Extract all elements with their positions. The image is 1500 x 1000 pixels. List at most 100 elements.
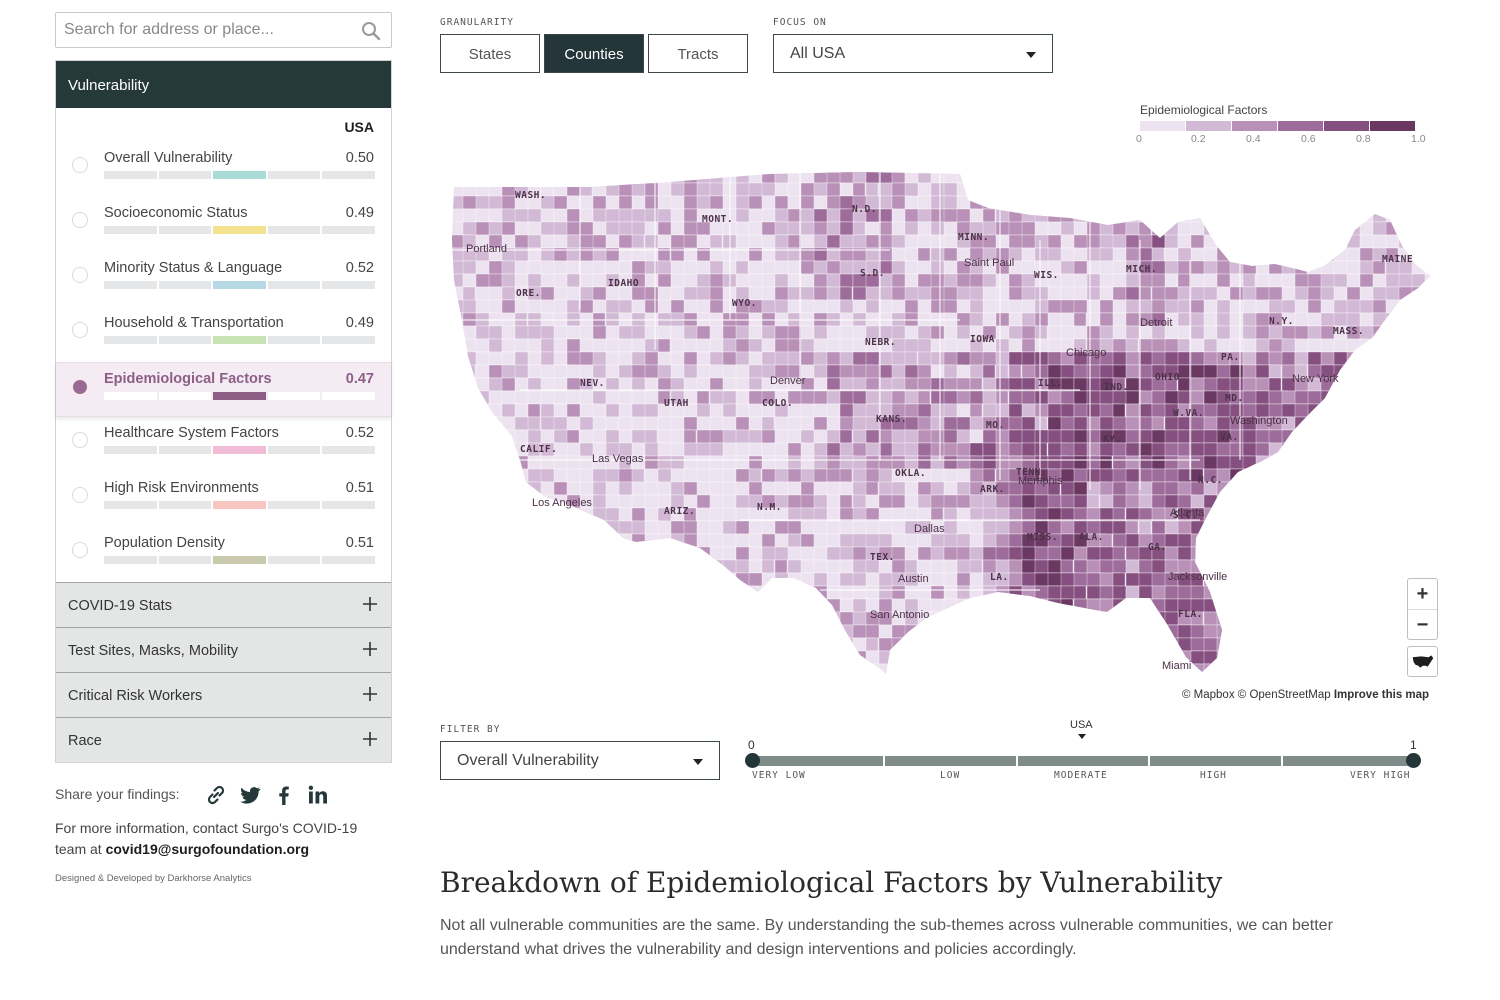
county-cell[interactable] (657, 546, 680, 561)
county-cell[interactable] (943, 637, 962, 652)
county-cell[interactable] (1333, 403, 1355, 418)
county-cell[interactable] (1034, 182, 1054, 197)
county-cell[interactable] (839, 468, 853, 483)
county-cell[interactable] (1424, 273, 1440, 288)
county-cell[interactable] (956, 377, 971, 392)
county-cell[interactable] (1255, 195, 1282, 210)
county-cell[interactable] (592, 533, 617, 548)
county-cell[interactable] (1359, 494, 1380, 509)
county-cell[interactable] (1021, 429, 1037, 444)
county-cell[interactable] (826, 429, 841, 444)
county-cell[interactable] (1151, 416, 1165, 431)
county-cell[interactable] (1021, 170, 1046, 184)
county-cell[interactable] (761, 637, 779, 652)
county-cell[interactable] (982, 624, 1001, 639)
county-cell[interactable] (1138, 611, 1161, 626)
county-cell[interactable] (1307, 546, 1326, 561)
county-cell[interactable] (1242, 585, 1258, 600)
county-cell[interactable] (1112, 650, 1129, 665)
county-cell[interactable] (1372, 390, 1386, 405)
county-cell[interactable] (553, 598, 574, 613)
county-cell[interactable] (605, 559, 624, 574)
county-cell[interactable] (1034, 195, 1060, 210)
county-cell[interactable] (970, 677, 991, 690)
county-cell[interactable] (475, 533, 502, 548)
county-cell[interactable] (1281, 442, 1300, 457)
county-cell[interactable] (865, 377, 881, 392)
county-cell[interactable] (748, 663, 765, 677)
county-cell[interactable] (1438, 196, 1440, 209)
county-cell[interactable] (553, 468, 567, 483)
county-cell[interactable] (1346, 663, 1363, 677)
county-cell[interactable] (761, 559, 775, 574)
county-cell[interactable] (709, 182, 725, 197)
county-cell[interactable] (969, 598, 994, 613)
county-cell[interactable] (1385, 338, 1411, 353)
county-cell[interactable] (553, 559, 576, 574)
county-cell[interactable] (709, 286, 726, 301)
county-cell[interactable] (514, 624, 529, 639)
county-cell[interactable] (1333, 455, 1351, 470)
county-cell[interactable] (917, 390, 931, 405)
county-cell[interactable] (1034, 416, 1048, 431)
county-cell[interactable] (904, 286, 921, 301)
county-cell[interactable] (1372, 286, 1388, 301)
county-cell[interactable] (1229, 221, 1254, 236)
county-cell[interactable] (995, 533, 1011, 548)
county-cell[interactable] (709, 598, 725, 613)
county-cell[interactable] (1047, 559, 1062, 574)
county-cell[interactable] (514, 208, 529, 223)
county-cell[interactable] (852, 170, 869, 184)
county-cell[interactable] (1424, 299, 1440, 314)
county-cell[interactable] (1398, 533, 1415, 548)
county-cell[interactable] (475, 195, 490, 210)
county-cell[interactable] (853, 677, 867, 690)
county-cell[interactable] (605, 170, 624, 184)
county-cell[interactable] (1008, 650, 1032, 665)
county-cell[interactable] (462, 170, 484, 184)
county-cell[interactable] (1255, 260, 1271, 275)
county-cell[interactable] (527, 170, 547, 184)
county-cell[interactable] (982, 468, 996, 483)
county-cell[interactable] (488, 624, 515, 639)
county-cell[interactable] (1047, 637, 1068, 652)
county-cell[interactable] (528, 677, 541, 690)
county-cell[interactable] (1372, 559, 1398, 574)
county-cell[interactable] (1333, 429, 1352, 444)
county-cell[interactable] (826, 637, 842, 652)
county-cell[interactable] (579, 338, 595, 353)
county-cell[interactable] (969, 637, 983, 652)
county-cell[interactable] (956, 546, 971, 561)
county-cell[interactable] (1203, 533, 1222, 548)
county-cell[interactable] (605, 546, 628, 561)
county-cell[interactable] (1372, 585, 1390, 600)
county-cell[interactable] (1008, 663, 1027, 677)
county-cell[interactable] (1320, 429, 1342, 444)
county-cell[interactable] (1438, 599, 1440, 612)
county-cell[interactable] (683, 221, 700, 236)
county-cell[interactable] (450, 325, 465, 340)
county-cell[interactable] (1177, 533, 1193, 548)
county-cell[interactable] (1022, 677, 1035, 690)
county-cell[interactable] (670, 442, 685, 457)
county-cell[interactable] (644, 520, 661, 535)
county-cell[interactable] (475, 637, 489, 652)
county-cell[interactable] (1229, 507, 1249, 522)
county-cell[interactable] (566, 637, 585, 652)
county-cell[interactable] (761, 650, 786, 665)
county-cell[interactable] (644, 170, 667, 184)
county-cell[interactable] (1424, 520, 1438, 535)
county-cell[interactable] (748, 624, 763, 639)
county-cell[interactable] (1411, 416, 1434, 431)
county-cell[interactable] (1164, 170, 1184, 184)
county-cell[interactable] (1359, 390, 1384, 405)
county-cell[interactable] (1086, 637, 1104, 652)
county-cell[interactable] (930, 429, 945, 444)
county-cell[interactable] (1359, 468, 1381, 483)
county-cell[interactable] (1294, 481, 1313, 496)
county-cell[interactable] (813, 468, 828, 483)
county-cell[interactable] (514, 455, 529, 470)
county-cell[interactable] (1190, 170, 1216, 184)
county-cell[interactable] (787, 481, 802, 496)
zoom-in-button[interactable]: + (1416, 583, 1429, 605)
